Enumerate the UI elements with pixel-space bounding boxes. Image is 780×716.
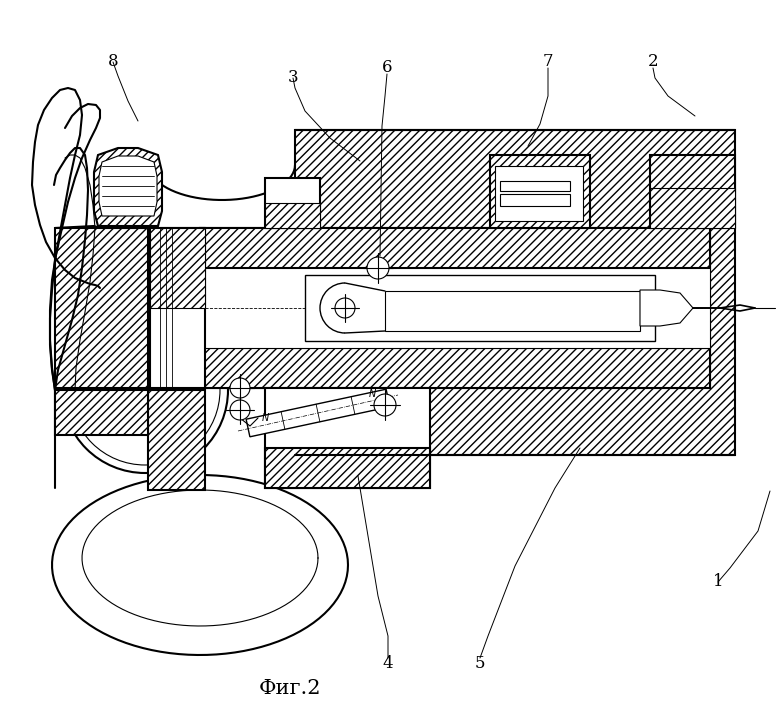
Text: 3: 3 (288, 69, 298, 87)
Text: 5: 5 (475, 656, 485, 672)
Circle shape (374, 394, 396, 416)
Bar (200, 228, 710, 268)
Bar (650, 188, 735, 228)
Text: 2: 2 (647, 54, 658, 70)
Circle shape (367, 257, 389, 279)
Bar (500, 181, 570, 191)
Bar (150, 228, 205, 308)
Bar (265, 178, 320, 228)
Bar (200, 268, 710, 348)
Text: 1: 1 (713, 574, 723, 591)
Polygon shape (640, 290, 693, 326)
Text: N: N (261, 413, 268, 423)
Polygon shape (94, 148, 162, 226)
Polygon shape (55, 226, 148, 390)
Bar (265, 448, 430, 488)
Text: 6: 6 (381, 59, 392, 77)
Text: Фиг.2: Фиг.2 (259, 679, 321, 697)
Polygon shape (148, 388, 205, 490)
Text: 8: 8 (108, 54, 119, 70)
Polygon shape (295, 130, 735, 455)
Polygon shape (265, 388, 430, 488)
Text: N: N (368, 389, 376, 399)
Polygon shape (55, 388, 148, 435)
Bar (500, 194, 570, 206)
Bar (305, 275, 655, 341)
Bar (385, 291, 640, 331)
Bar (200, 348, 710, 388)
Text: 7: 7 (543, 54, 553, 70)
Circle shape (335, 298, 355, 318)
Polygon shape (246, 390, 390, 437)
Bar (265, 203, 320, 228)
Circle shape (70, 315, 220, 465)
Bar (495, 166, 583, 221)
Bar (150, 228, 205, 388)
Bar (650, 155, 735, 228)
Polygon shape (490, 155, 590, 228)
Circle shape (230, 378, 250, 398)
Bar (200, 228, 710, 388)
Circle shape (62, 307, 228, 473)
Polygon shape (99, 156, 157, 216)
Circle shape (230, 400, 250, 420)
Text: 4: 4 (383, 656, 393, 672)
